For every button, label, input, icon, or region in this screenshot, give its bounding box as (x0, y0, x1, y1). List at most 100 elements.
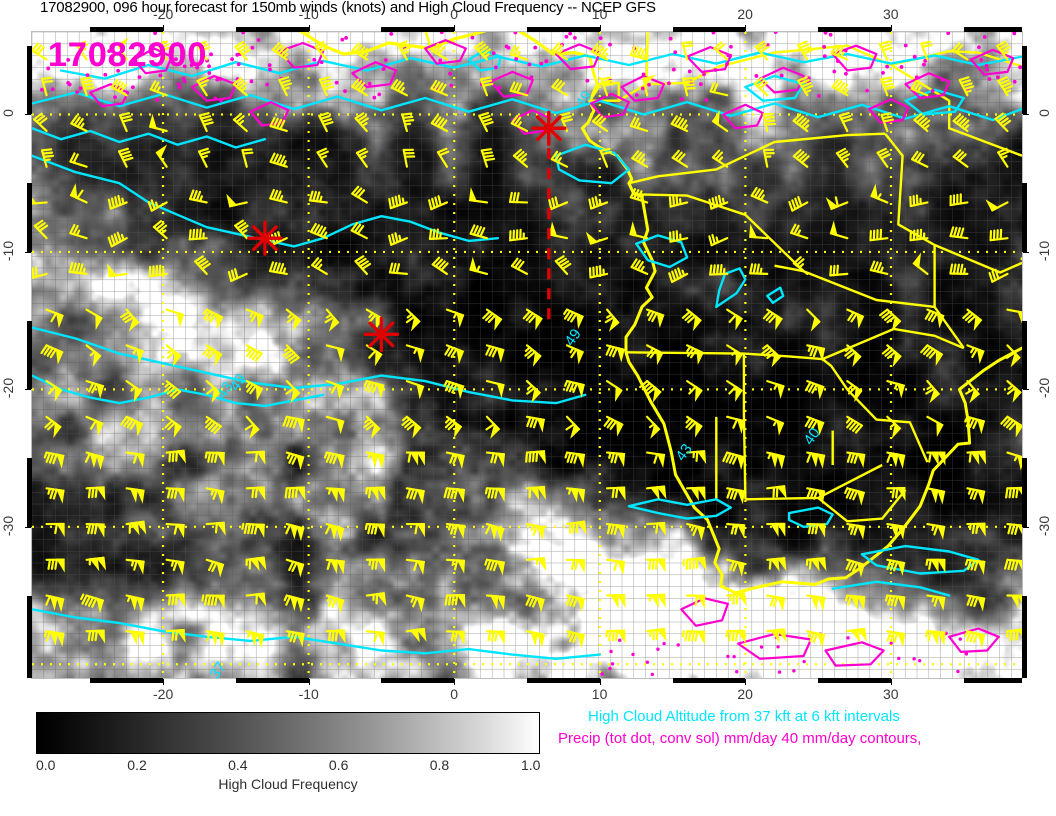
precip-dot (964, 652, 969, 656)
wind-barb (232, 112, 248, 133)
wind-barb (325, 522, 345, 542)
precip-dot (889, 641, 893, 645)
wind-barb (283, 594, 305, 613)
wind-barb (285, 522, 305, 542)
wind-barb (926, 522, 946, 540)
wind-barb (405, 380, 425, 400)
precip-dot (470, 35, 475, 40)
wind-barb (245, 556, 267, 572)
marker-asterisk[interactable] (363, 316, 400, 352)
wind-barb (551, 78, 569, 97)
wind-barb (485, 630, 506, 645)
precip-contour (89, 83, 130, 108)
wind-barb (318, 76, 335, 97)
wind-barb (629, 116, 649, 133)
wind-barb (766, 485, 787, 500)
wind-barb (962, 308, 983, 332)
precip-dot (250, 45, 255, 50)
wind-barb (33, 112, 48, 133)
wind-barb (910, 79, 929, 97)
precip-dot (673, 50, 678, 55)
wind-barb (485, 344, 505, 363)
wind-barb (396, 40, 412, 61)
wind-barb (605, 558, 626, 576)
political-border (822, 327, 965, 361)
precip-dot (687, 69, 692, 74)
wind-barb (350, 222, 368, 240)
wind-barb (805, 557, 827, 572)
precip-dot (609, 649, 613, 654)
precip-dot (792, 669, 796, 673)
wind-barb (125, 630, 145, 646)
cloud-altitude-contour (904, 88, 965, 116)
wind-barb (997, 76, 1014, 97)
precip-dot (1018, 65, 1022, 70)
wind-barb (445, 522, 466, 539)
marker-asterisk[interactable] (531, 110, 567, 146)
precip-dot (704, 98, 709, 102)
wind-barb (563, 308, 584, 329)
wind-barb (80, 76, 95, 97)
wind-barb (431, 256, 449, 276)
y-tick-label-left: 0 (0, 109, 16, 118)
wind-barb (478, 111, 494, 133)
wind-barb (479, 76, 494, 97)
wind-barb (806, 522, 826, 538)
wind-barb (958, 76, 975, 97)
wind-barb (198, 112, 214, 133)
wind-barb (605, 594, 626, 609)
precip-dot (533, 45, 538, 50)
wind-barb (85, 486, 106, 501)
wind-barb (726, 522, 746, 539)
wind-barb (485, 415, 501, 439)
precip-dot (46, 66, 51, 71)
wind-barb (766, 380, 785, 399)
wind-barb (469, 256, 489, 276)
y-tick-label-right: -10 (1036, 240, 1053, 262)
precip-dot (344, 35, 348, 40)
wind-barb (989, 228, 1009, 242)
wind-barb (1004, 558, 1022, 571)
wind-barb (829, 264, 849, 277)
wind-barb (405, 344, 425, 364)
wind-barb (226, 193, 248, 208)
precip-dot (946, 32, 951, 35)
wind-barb (40, 148, 55, 168)
precip-dot (923, 58, 928, 63)
precip-dot (977, 45, 981, 50)
precip-dot (631, 652, 635, 657)
wind-barb (804, 415, 825, 436)
precip-dot (389, 32, 394, 36)
marker-asterisk[interactable] (247, 220, 283, 256)
wind-barb (564, 380, 585, 398)
wind-barb (285, 308, 302, 332)
precip-dot (241, 32, 246, 35)
x-tick-mark (454, 679, 456, 685)
wind-barb (32, 42, 48, 61)
wind-barb (686, 594, 706, 609)
wind-barb (205, 558, 225, 578)
precip-dot (438, 58, 443, 63)
precip-contour (278, 41, 325, 69)
precip-dot (182, 79, 187, 84)
wind-barb (75, 40, 89, 61)
precip-dot (1012, 79, 1017, 84)
wind-barb (605, 629, 626, 644)
wind-barb (445, 308, 465, 328)
wind-barb (125, 594, 145, 613)
wind-barb (952, 42, 969, 61)
wind-barb (245, 380, 264, 401)
legend-cloud-altitude: High Cloud Altitude from 37 kft at 6 kft… (588, 708, 900, 725)
wind-barb (428, 228, 449, 240)
wind-barb (830, 44, 849, 61)
wind-barb (155, 144, 168, 168)
precip-dot (846, 636, 850, 640)
precip-dot (958, 637, 962, 641)
x-tick-label-top: 10 (591, 6, 608, 22)
wind-barb (125, 451, 145, 468)
wind-barb (966, 594, 986, 612)
wind-barb (205, 487, 225, 505)
forecast-map[interactable]: 37 43 49 49 49 40 43 (32, 32, 1022, 678)
precip-contour (424, 39, 467, 65)
wind-barb (311, 257, 328, 276)
